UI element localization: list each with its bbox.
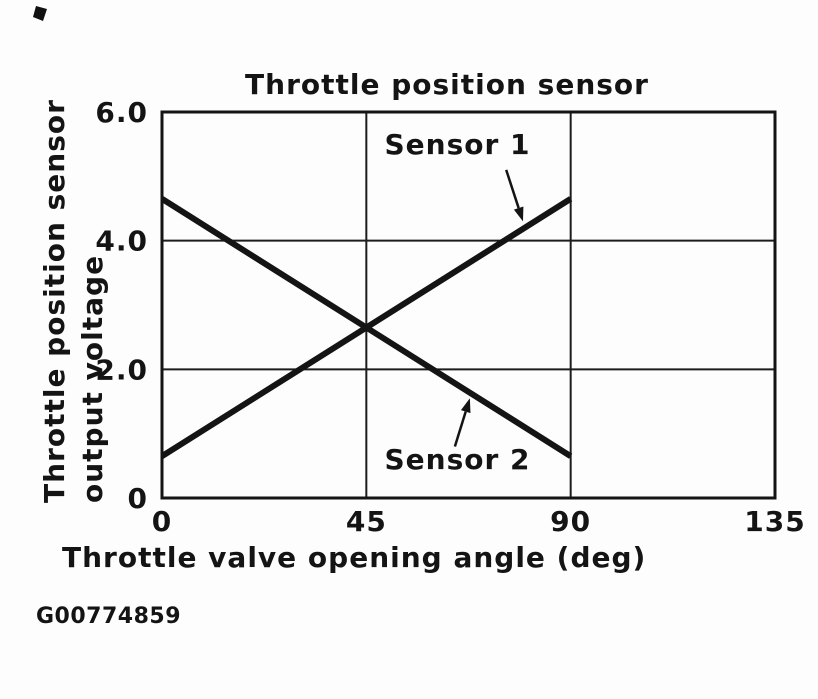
plot-area: 0 45 90 135 0 2.0 4.0 6.0 Sensor 1 Sensor 2 [95, 96, 805, 538]
chart-title: Throttle position sensor [245, 68, 649, 101]
y-axis-label: Throttle position sensor output voltage [38, 99, 109, 503]
figure-id: G00774859 [36, 604, 181, 629]
y-tick-label: 4.0 [95, 225, 148, 258]
y-axis-label-line2: output voltage [76, 255, 109, 503]
scan-artifact-mark [33, 6, 47, 21]
annotation-label: Sensor 2 [384, 443, 530, 476]
annotation-arrow [504, 169, 520, 209]
x-tick-label: 135 [744, 505, 805, 538]
y-axis-label-line1: Throttle position sensor [38, 99, 71, 503]
plot-border [160, 110, 777, 500]
annotation-arrow [453, 411, 467, 447]
x-tick-label: 0 [152, 505, 172, 538]
y-tick-label: 6.0 [95, 96, 148, 129]
annotation-arrowhead [513, 206, 524, 222]
x-tick-label: 45 [346, 505, 387, 538]
y-tick-label: 0 [128, 482, 148, 515]
annotation-arrowhead [460, 398, 471, 414]
x-axis-label: Throttle valve opening angle (deg) [62, 541, 646, 574]
y-tick-label: 2.0 [95, 353, 148, 386]
x-tick-label: 90 [550, 505, 591, 538]
series-line-2 [160, 196, 573, 459]
annotation-label: Sensor 1 [384, 128, 530, 161]
